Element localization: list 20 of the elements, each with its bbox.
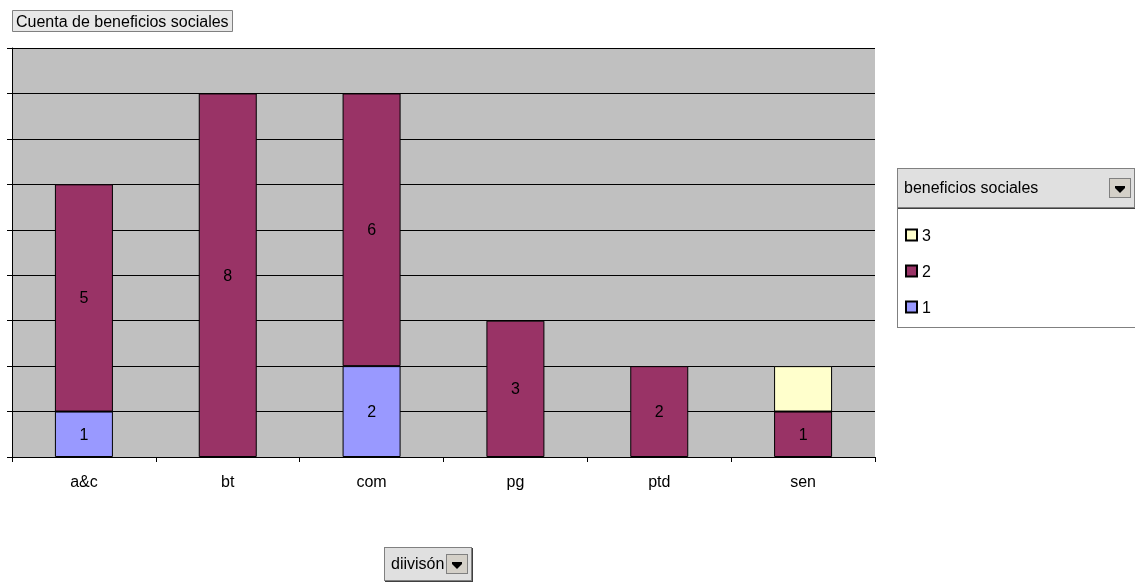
data-label: 3 [510, 380, 520, 398]
x-tick-label: bt [221, 472, 235, 490]
data-label: 8 [223, 266, 233, 284]
x-tick-label: a&c [70, 472, 98, 490]
data-label: 2 [654, 403, 664, 421]
legend-label: 3 [922, 226, 931, 244]
data-label: 2 [367, 403, 377, 421]
legend-title: beneficios sociales [897, 168, 1135, 208]
data-label: 1 [798, 425, 808, 443]
x-tick-label: com [356, 472, 387, 490]
chart-title: Cuenta de beneficios sociales [16, 12, 229, 30]
x-tick-label: ptd [648, 472, 671, 490]
x-tick-label: pg [506, 472, 525, 490]
legend-label: 1 [922, 298, 931, 316]
legend-label: 2 [922, 262, 931, 280]
data-label: 6 [367, 221, 377, 239]
x-tick-label: sen [790, 472, 816, 490]
x-axis-title: diivisón [384, 547, 472, 581]
data-label: 1 [79, 425, 89, 443]
data-label: 5 [79, 289, 89, 307]
